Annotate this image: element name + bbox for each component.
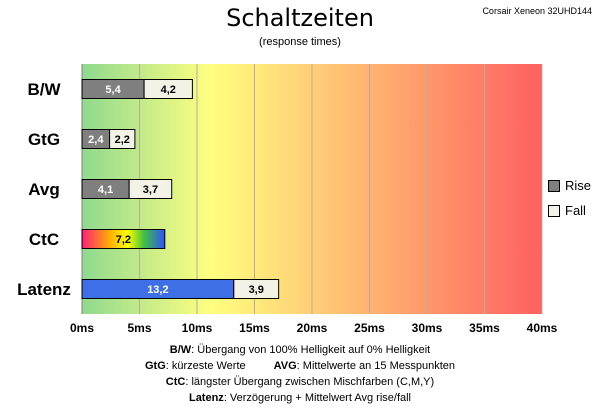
footnote-bw-text: : Übergang von 100% Helligkeit auf 0% He… — [191, 344, 431, 356]
device-name: Corsair Xeneon 32UHD144 — [482, 6, 592, 16]
legend-swatch-fall — [548, 204, 560, 217]
bar-value-label: 3,7 — [143, 184, 158, 196]
x-tick-label: 20ms — [297, 321, 328, 335]
category-label: GtG — [28, 130, 60, 149]
footnotes: B/W: Übergang von 100% Helligkeit auf 0%… — [0, 342, 600, 406]
footnote-ctc: CtC: längster Übergang zwischen Mischfar… — [0, 374, 600, 390]
category-label: CtC — [29, 230, 59, 249]
bar-value-label: 2,4 — [88, 134, 104, 146]
legend-item-rise: Rise — [548, 178, 591, 193]
legend: Rise Fall — [548, 178, 591, 228]
footnote-latenz-key: Latenz — [188, 392, 224, 404]
category-labels: B/W GtG Avg CtC Latenz — [17, 80, 71, 299]
chart-subtitle: (response times) — [259, 36, 341, 48]
bar-ctc — [81, 229, 166, 249]
legend-label-fall: Fall — [565, 203, 586, 218]
bar-value-label: 5,4 — [105, 84, 121, 96]
footnote-avg-key: AVG — [273, 360, 297, 372]
footnote-bw-key: B/W — [169, 344, 192, 356]
bars: 5,4 4,2 2,4 2,2 4,1 3,7 7,2 13,2 3,9 — [81, 79, 280, 299]
bar-value-label: 13,2 — [147, 284, 168, 296]
bar-value-label: 7,2 — [116, 234, 131, 246]
legend-item-fall: Fall — [548, 203, 591, 218]
bar-fall — [143, 79, 193, 99]
legend-swatch-rise — [548, 179, 560, 192]
bar-fall — [109, 129, 136, 149]
legend-label-rise: Rise — [565, 178, 592, 193]
bar-value-label: 4,2 — [161, 84, 176, 96]
footnote-gtg-avg: GtG: kürzeste Werte AVG: Mittelwerte an 1… — [0, 358, 600, 374]
bar-value-label: 4,1 — [98, 184, 113, 196]
footnote-avg-text: : Mittelwerte an 15 Messpunkten — [296, 360, 456, 372]
footnote-latenz-text: : Verzögerung + Mittelwert Avg rise/fall — [223, 392, 412, 404]
category-label: B/W — [27, 80, 61, 99]
x-tick-label: 30ms — [412, 321, 443, 335]
bar-value-label: 3,9 — [249, 284, 264, 296]
x-tick-labels: 0ms 5ms 10ms 15ms 20ms 25ms 30ms 35ms 40ms — [70, 321, 558, 335]
bar-fall — [233, 279, 280, 299]
x-tick-label: 0ms — [70, 321, 94, 335]
x-tick-label: 15ms — [239, 321, 270, 335]
x-tick-label: 40ms — [527, 321, 558, 335]
x-tick-label: 35ms — [469, 321, 500, 335]
response-time-chart: 5,4 4,2 2,4 2,2 4,1 3,7 7,2 13,2 3,9 B/W GtG Avg Ct… — [17, 64, 558, 335]
x-tick-label: 10ms — [182, 321, 213, 335]
footnote-ctc-key: CtC — [165, 376, 186, 388]
footnote-gtg-key: GtG — [144, 360, 166, 372]
footnote-latenz: Latenz: Verzögerung + Mittelwert Avg ris… — [0, 390, 600, 406]
footnote-gtg-text: : kürzeste Werte — [165, 360, 246, 372]
footnote-bw: B/W: Übergang von 100% Helligkeit auf 0%… — [0, 342, 600, 358]
chart-title: Schaltzeiten — [226, 4, 374, 32]
category-label: Avg — [28, 180, 60, 199]
x-tick-label: 25ms — [354, 321, 385, 335]
bar-fall — [128, 179, 173, 199]
category-label: Latenz — [17, 280, 71, 299]
x-tick-label: 5ms — [127, 321, 151, 335]
bar-value-label: 2,2 — [115, 134, 130, 146]
footnote-ctc-text: : längster Übergang zwischen Mischfarben… — [185, 376, 435, 388]
